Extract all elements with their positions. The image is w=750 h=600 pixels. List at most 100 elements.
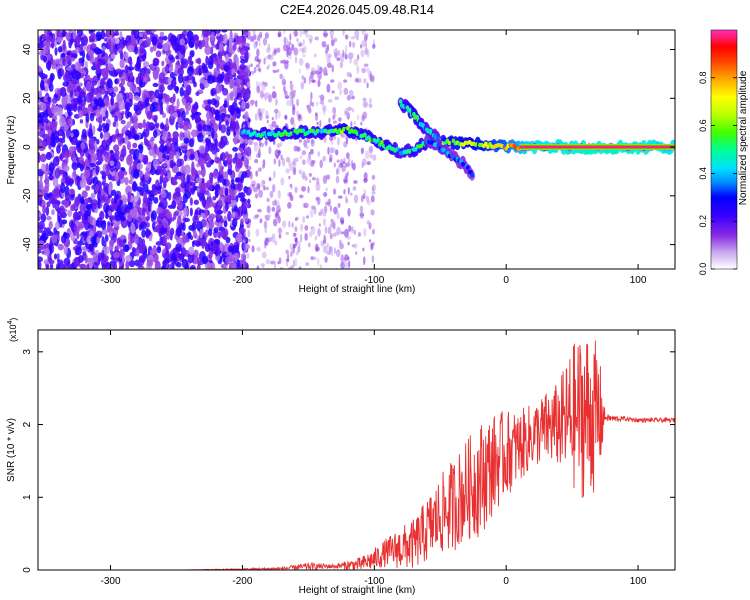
spectrogram-cell [95, 230, 103, 239]
spectrogram-cell [262, 159, 266, 167]
spectrogram-cell [365, 150, 370, 160]
spectrogram-cell [162, 153, 167, 159]
spectrogram-cell [113, 194, 118, 204]
spectrogram-cell [182, 222, 186, 232]
spectrogram-cell [44, 117, 49, 124]
spectrogram-cell [197, 256, 202, 267]
spectrogram-cell [315, 101, 319, 107]
spectrogram-cell [196, 170, 203, 176]
spectrogram-cell [189, 153, 195, 161]
spectrogram-cell [74, 70, 82, 81]
spectrogram-cell [334, 96, 340, 101]
spectrogram-cell [248, 64, 251, 69]
spectrogram-cell [138, 151, 143, 162]
spectrogram-cell [362, 100, 368, 109]
spectrogram-cell [180, 172, 186, 183]
spectrogram-cell [172, 194, 177, 200]
spectrogram-cell [310, 67, 316, 72]
spectrogram-cell [108, 184, 112, 195]
spectrogram-cell [79, 202, 86, 213]
spectrogram-cell [330, 218, 334, 223]
spectrogram-cell [343, 188, 346, 195]
spectrogram-cell [56, 262, 61, 269]
spectrogram-cell [178, 116, 183, 124]
spectrogram-cell [351, 244, 355, 248]
spectrogram-cell [361, 158, 367, 166]
spectrogram-cell [256, 48, 260, 57]
snr-ytick-label: 0 [22, 567, 33, 573]
spectrogram-cell [52, 176, 59, 188]
spectrogram-cell [208, 55, 214, 66]
spectrogram-cell [56, 30, 61, 40]
spectrogram-cell [163, 145, 168, 152]
spectrogram-cell [268, 176, 272, 182]
spectrogram-cell [41, 49, 47, 55]
spectrogram-cell [104, 37, 109, 42]
spectrogram-cell [172, 111, 178, 119]
spectrogram-cell [282, 43, 288, 52]
spectrogram-cell [286, 59, 289, 64]
spectrogram-cell [46, 136, 51, 146]
spectrogram-cell [350, 229, 356, 234]
spectrogram-cell [311, 177, 316, 181]
spectrogram-cell [76, 175, 80, 187]
spectrogram-cell [77, 67, 85, 73]
spectrogram-cell [127, 66, 135, 71]
snr-xtick-label: 100 [630, 576, 647, 587]
spectrogram-cell [38, 104, 42, 110]
spectrogram-cell [195, 91, 200, 97]
spectrogram-cell [262, 164, 265, 169]
spectrogram-cell [298, 48, 304, 52]
spectrogram-cell [202, 124, 209, 132]
spectrogram-cell [88, 138, 95, 146]
spectrogram-cell [200, 212, 205, 218]
spectrogram-cell [300, 233, 303, 243]
spectrogram-cell [317, 257, 320, 267]
spectrogram-cell [303, 77, 307, 84]
spectrogram-cell [246, 81, 251, 88]
spectrogram-cell [126, 155, 133, 166]
spectrogram-cell [165, 50, 170, 57]
spectrogram-cell [306, 139, 310, 144]
spectrogram-cell [360, 147, 365, 155]
spectrogram-cell [56, 144, 61, 154]
spectrogram-cell [85, 92, 92, 103]
spectrogram-cell [224, 53, 230, 63]
spectrogram-cell [81, 49, 86, 60]
spectrogram-cell [176, 110, 181, 119]
spectrogram-cell [293, 157, 299, 163]
spectrogram-cell [227, 70, 232, 77]
spectrogram-cell [151, 210, 157, 221]
spectrogram-cell [159, 122, 165, 130]
spectrogram-cell [344, 53, 347, 60]
spectrogram-cell [285, 249, 289, 255]
spectrogram-cell [302, 30, 307, 35]
spectrogram-cell [72, 168, 77, 177]
spectrogram-cell [87, 49, 95, 57]
spectrogram-cell [197, 57, 202, 65]
spectrogram-cell [298, 266, 302, 269]
spectrogram-cell [314, 112, 318, 117]
spectrogram-ytick-label: 20 [22, 92, 33, 104]
snr-frame [37, 329, 676, 571]
spectrogram-cell [267, 42, 270, 51]
spectrogram-cell [97, 97, 104, 107]
spectrogram-cell [372, 228, 375, 235]
spectrogram-cell [152, 69, 160, 76]
spectrogram-cell [347, 207, 351, 217]
spectrogram-cell [180, 63, 185, 70]
spectrogram-cell [292, 259, 295, 268]
spectrogram-cell [285, 168, 290, 174]
spectrogram-cell [99, 87, 106, 95]
spectrogram-cell [286, 48, 289, 58]
spectrogram-cell [353, 243, 358, 249]
spectrogram-cell [222, 159, 226, 166]
spectrogram-frame [37, 29, 676, 270]
spectrogram-cell [239, 55, 244, 60]
spectrogram-cell [118, 240, 125, 247]
spectrogram-cell [155, 50, 162, 58]
spectrogram-cell [325, 174, 331, 180]
spectrogram-cell [109, 204, 116, 210]
spectrogram-cell [62, 96, 68, 106]
spectrogram-cell [175, 151, 180, 160]
